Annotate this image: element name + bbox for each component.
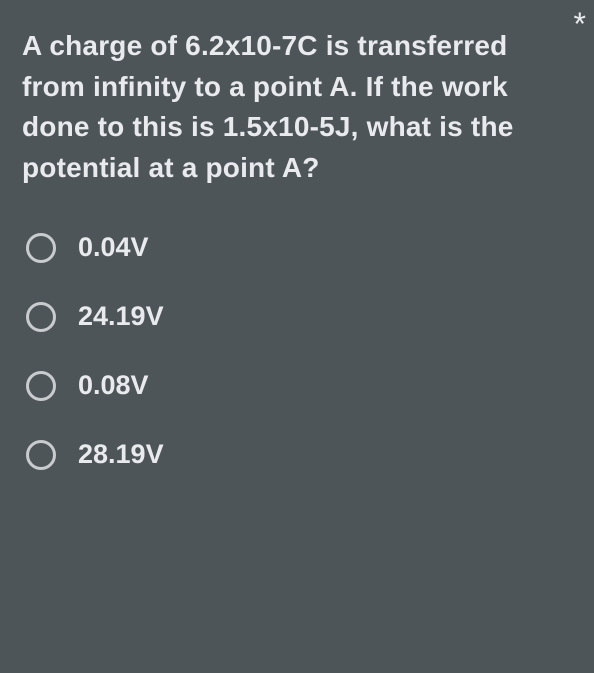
radio-icon bbox=[26, 440, 56, 470]
required-asterisk: * bbox=[574, 6, 586, 43]
option-label: 24.19V bbox=[78, 301, 164, 332]
option-3[interactable]: 28.19V bbox=[26, 439, 572, 470]
question-text: A charge of 6.2x10-7C is transferred fro… bbox=[22, 26, 572, 188]
radio-icon bbox=[26, 233, 56, 263]
option-label: 0.08V bbox=[78, 370, 149, 401]
option-label: 0.04V bbox=[78, 232, 149, 263]
option-1[interactable]: 24.19V bbox=[26, 301, 572, 332]
radio-icon bbox=[26, 371, 56, 401]
options-list: 0.04V 24.19V 0.08V 28.19V bbox=[22, 232, 572, 470]
radio-icon bbox=[26, 302, 56, 332]
option-0[interactable]: 0.04V bbox=[26, 232, 572, 263]
option-2[interactable]: 0.08V bbox=[26, 370, 572, 401]
option-label: 28.19V bbox=[78, 439, 164, 470]
